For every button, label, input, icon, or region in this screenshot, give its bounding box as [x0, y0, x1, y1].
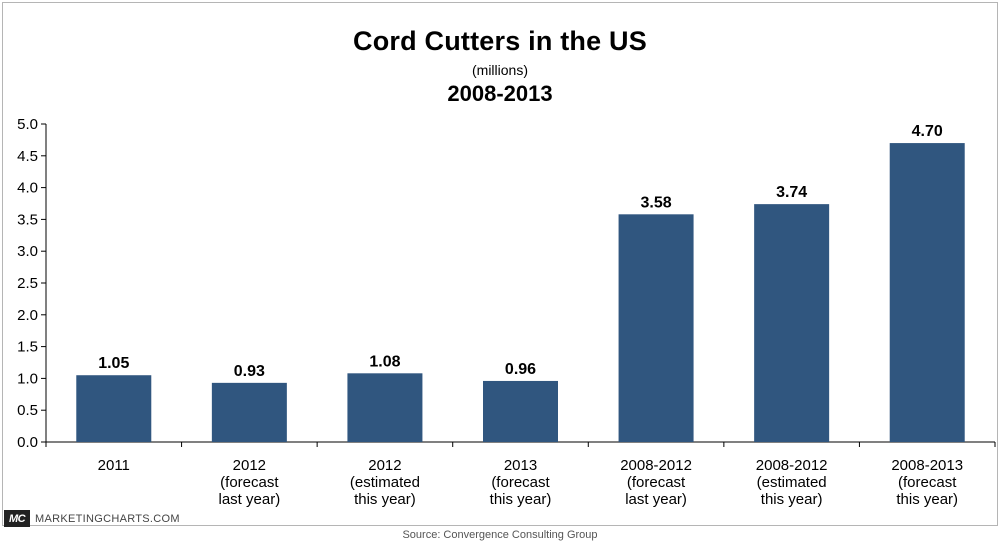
source-note: Source: Convergence Consulting Group [402, 529, 598, 541]
x-category-line: this year) [489, 491, 552, 508]
x-category-line: this year) [354, 491, 416, 508]
x-category-line: (forecast [491, 474, 550, 491]
y-tick-label: 5.0 [17, 116, 38, 133]
x-category-line: last year) [218, 491, 281, 508]
bar-value-label: 0.93 [234, 363, 265, 380]
bar-value-label: 1.05 [98, 355, 129, 372]
brand-mark: MC MARKETINGCHARTS.COM [4, 510, 180, 527]
y-tick-label: 1.0 [17, 370, 38, 387]
bar-value-label: 1.08 [369, 353, 400, 370]
y-tick-label: 3.0 [17, 243, 38, 260]
x-category-line: (estimated [349, 474, 420, 491]
x-category-line: 2008-2012 [620, 457, 692, 474]
x-category-label: 2012 (forecast last year) [189, 457, 309, 508]
bar-value-label: 0.96 [505, 361, 536, 378]
x-category-line: 2012 [368, 457, 402, 474]
y-tick-label: 4.5 [17, 148, 38, 165]
bar [483, 380, 558, 442]
bar-value-label: 3.74 [776, 184, 807, 201]
x-category-label: 2013 (forecast this year) [461, 457, 581, 508]
y-tick-label: 0.5 [17, 402, 38, 419]
x-category-line: (forecast [898, 474, 957, 491]
x-category-line: 2008-2013 [891, 457, 964, 474]
y-tick-label: 1.5 [17, 339, 38, 356]
x-category-label: 2011 [54, 457, 174, 474]
y-tick-label: 4.0 [17, 180, 38, 197]
bar-value-label: 4.70 [912, 123, 943, 140]
x-category-line: (forecast [220, 474, 279, 491]
x-category-label: 2008-2013 (forecast this year) [867, 457, 987, 508]
chart-title: Cord Cutters in the US [353, 26, 647, 56]
marketingcharts-logo: MC [4, 510, 30, 527]
x-category-label: 2008-2012 (estimated this year) [732, 457, 852, 508]
x-category-line: this year) [896, 491, 959, 508]
brand-site: MARKETINGCHARTS.COM [35, 512, 180, 525]
x-category-label: 2012 (estimated this year) [325, 457, 445, 508]
y-tick-label: 0.0 [17, 434, 38, 451]
bar [889, 143, 965, 442]
x-category-line: 2012 [232, 457, 267, 474]
x-category-line: (forecast [626, 474, 686, 491]
y-tick-label: 2.5 [17, 275, 38, 292]
bar [754, 204, 830, 442]
x-category-line: this year) [760, 491, 823, 508]
x-category-line: 2011 [97, 457, 130, 474]
x-category-line: 2013 [503, 457, 538, 474]
x-category-line: 2008-2012 [755, 457, 828, 474]
y-tick-label: 3.5 [17, 211, 38, 228]
bar [76, 375, 152, 442]
chart-period: 2008-2013 [447, 81, 553, 106]
bar [211, 382, 287, 442]
bar [347, 373, 423, 442]
chart-subtitle: (millions) [472, 62, 528, 78]
x-category-line: last year) [625, 491, 687, 508]
y-tick-label: 2.0 [17, 307, 38, 324]
x-category-label: 2008-2012 (forecast last year) [596, 457, 716, 508]
bar [618, 214, 694, 442]
x-category-line: (estimated [756, 474, 827, 491]
bar-value-label: 3.58 [641, 194, 672, 211]
